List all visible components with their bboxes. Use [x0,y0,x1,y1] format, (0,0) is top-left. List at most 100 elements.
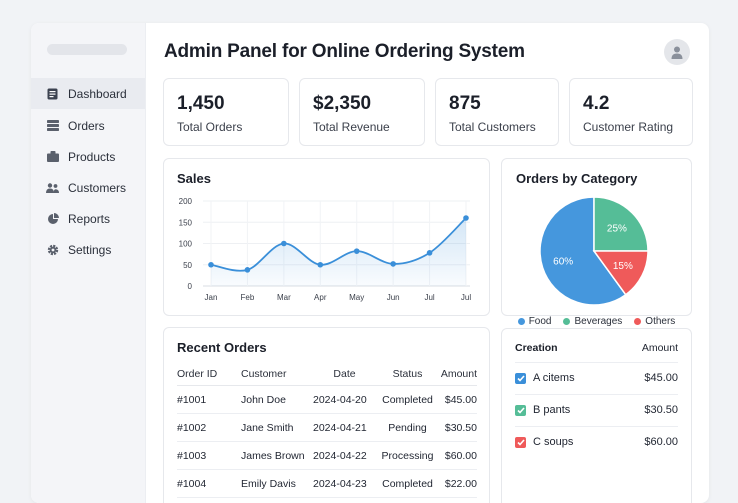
cell-date: 2024-04-20 [313,385,376,414]
cell-customer: Jane Smith [241,413,313,442]
cell-status: Completed [376,469,439,498]
data-point[interactable] [463,215,469,221]
pie-slice-beverages[interactable] [593,196,649,252]
col-header-amount: Amount [641,342,678,354]
col-header-status[interactable]: Status [376,363,439,386]
item-label: B pants [533,404,571,416]
kpi-label: Total Customers [449,120,536,134]
data-point[interactable] [244,267,251,273]
x-tick-label: Feb [241,293,255,302]
checkbox-icon[interactable] [515,436,526,448]
kpi-value: 4.2 [583,93,610,114]
recent-orders-title: Recent Orders [177,340,267,355]
list-item[interactable]: A citems $45.00 [515,362,678,393]
cell-order-id: #1001 [177,385,241,414]
col-header-order-id[interactable]: Order ID [177,363,241,386]
item-amount: $30.50 [644,404,678,416]
cell-amount: $60.00 [439,441,477,470]
checkbox-icon[interactable] [515,404,526,416]
table-row[interactable]: #1001 John Doe 2024-04-20 Completed $45.… [177,385,477,414]
sidebar-item-label: Orders [68,118,105,133]
cell-amount: $30.50 [439,413,477,442]
creation-header: Creation Amount [515,342,678,354]
legend-label: Others [645,316,676,327]
data-point[interactable] [281,240,287,247]
pie-legend: Food Beverages Others [502,316,691,327]
document-icon [46,87,59,100]
item-label: C soups [533,436,574,448]
sidebar-item-orders[interactable]: Orders [31,110,145,141]
users-icon [46,181,59,194]
pie-slice-label: 25% [607,224,627,235]
kpi-card-total-revenue: $2,350 Total Revenue [299,78,425,146]
pie-slice-food[interactable] [539,196,627,306]
list-item[interactable]: B pants $30.50 [515,394,678,425]
legend-dot [634,318,642,325]
kpi-label: Total Revenue [313,120,390,134]
sidebar-item-label: Settings [68,242,112,257]
cell-amount: $22.00 [439,469,477,498]
data-point[interactable] [426,250,433,256]
cell-customer: John Doe [241,385,313,414]
x-tick-label: Jun [387,293,400,302]
kpi-value: $2,350 [313,93,372,114]
logo-placeholder [47,44,127,55]
sidebar-item-dashboard[interactable]: Dashboard [31,78,145,109]
data-point[interactable] [208,261,214,268]
table-header-row: Order ID Customer Date Status Amount [177,363,477,386]
y-tick-label: 150 [179,218,193,227]
x-tick-label: Mar [277,293,291,302]
kpi-card-total-orders: 1,450 Total Orders [163,78,289,146]
data-point[interactable] [390,261,396,267]
table-row[interactable]: #1004 Emily Davis 2024-04-23 Completed $… [177,469,477,498]
avatar[interactable] [664,39,690,65]
cell-status: Pending [376,413,439,442]
list-item[interactable]: C soups $60.00 [515,426,678,457]
legend-item-beverages: Beverages [563,316,622,327]
sidebar-item-label: Customers [68,180,127,195]
pie-icon [46,212,59,225]
kpi-card-customer-rating: 4.2 Customer Rating [569,78,693,146]
sidebar-item-reports[interactable]: Reports [31,203,145,234]
table-row[interactable]: #1002 Jane Smith 2024-04-21 Pending $30.… [177,413,477,442]
sidebar-item-label: Products [68,149,116,164]
creation-card: Creation Amount A citems $45.00 B pants … [501,328,692,503]
x-tick-label: Jul [461,293,471,302]
col-header-amount[interactable]: Amount [439,363,477,386]
recent-orders-card: Recent Orders Order ID Customer Date Sta… [163,327,490,503]
col-header-customer[interactable]: Customer [241,363,313,386]
x-tick-label: Jul [424,293,434,302]
y-tick-label: 200 [179,197,193,206]
sales-line-chart: 200 150 100 50 0 Jan Feb Mar Apr May Jun Jul Jul [179,197,472,302]
checkbox-icon[interactable] [515,372,526,384]
kpi-label: Total Orders [177,120,243,134]
cell-customer: Emily Davis [241,469,313,498]
cell-customer: James Brown [241,441,313,470]
data-point[interactable] [353,248,360,254]
item-amount: $60.00 [644,436,678,448]
sidebar-item-label: Dashboard [68,86,127,101]
gear-icon [46,243,59,256]
page-title: Admin Panel for Online Ordering System [164,41,525,62]
app-window: Dashboard Orders Products Customers Repo [31,23,709,503]
sidebar-item-label: Reports [68,211,111,226]
sidebar-item-customers[interactable]: Customers [31,172,145,203]
orders-table: Order ID Customer Date Status Amount #10… [177,363,477,498]
user-icon [671,46,683,59]
sidebar-item-settings[interactable]: Settings [31,234,145,265]
y-tick-label: 0 [188,282,193,291]
col-header-date[interactable]: Date [313,363,376,386]
sidebar-item-products[interactable]: Products [31,141,145,172]
pie-slice-others[interactable] [592,250,649,296]
category-pie-chart: 60% 25% 15% [539,196,649,306]
table-row[interactable]: #1003 James Brown 2024-04-22 Processing … [177,441,477,470]
y-tick-label: 100 [179,240,193,249]
sales-card: Sales 200 150 100 50 0 Jan Feb Mar Apr May Jun Jul J… [163,158,490,316]
legend-label: Beverages [574,316,623,327]
legend-item-food: Food [517,316,551,327]
data-point[interactable] [317,261,324,268]
x-tick-label: May [349,293,364,302]
sales-title: Sales [177,171,211,186]
cell-status: Processing [376,441,439,470]
sales-area [211,218,466,286]
